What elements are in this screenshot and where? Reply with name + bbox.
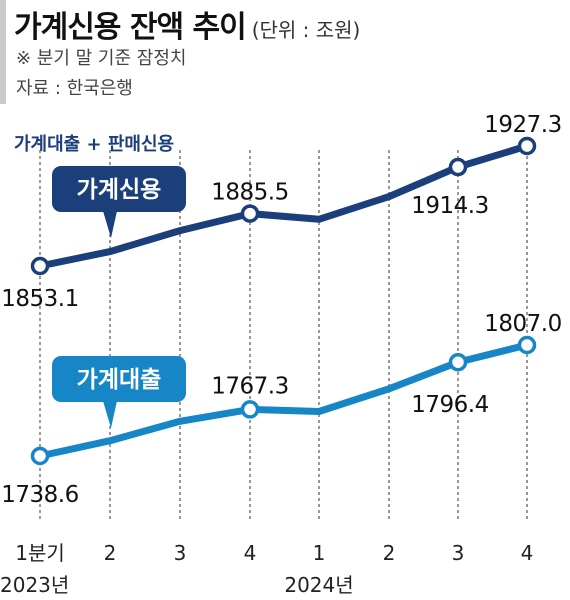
callout-pointer	[103, 211, 117, 238]
data-point-marker	[517, 335, 537, 355]
header-accent-bar	[0, 0, 6, 104]
data-label: 1767.3	[211, 373, 288, 399]
callout-pointer	[103, 401, 117, 428]
series-name-label: 가계대출	[77, 367, 162, 393]
series-name-callout	[52, 356, 186, 402]
source-text: 자료 : 한국은행	[16, 78, 133, 99]
x-tick-label: 2	[383, 541, 396, 565]
legend-caption: 가계대출 + 판매신용	[14, 134, 174, 155]
data-label: 1796.4	[411, 392, 488, 418]
data-point-marker	[30, 446, 50, 466]
data-point-marker	[448, 352, 468, 372]
data-label: 1885.5	[211, 180, 288, 206]
x-tick-label: 4	[244, 541, 257, 565]
data-label: 1914.3	[411, 193, 488, 219]
data-point-marker	[448, 157, 468, 177]
x-tick-label: 1	[313, 541, 326, 565]
x-tick-label: 4	[521, 541, 534, 565]
x-tick-label: 3	[452, 541, 465, 565]
series-line-loans	[36, 341, 531, 460]
series-name-callout	[52, 166, 186, 212]
data-point-marker	[30, 256, 50, 276]
data-point-marker	[240, 204, 260, 223]
year-label: 2024년	[284, 573, 353, 597]
unit-label: (단위 : 조원)	[251, 18, 361, 42]
data-label: 1927.3	[484, 112, 561, 138]
data-label: 1807.0	[484, 311, 561, 337]
data-point-marker	[517, 136, 537, 156]
year-label: 2023년	[0, 573, 69, 597]
data-point-marker	[240, 400, 260, 419]
series-line-credit	[36, 142, 531, 270]
data-label: 1853.1	[1, 286, 78, 312]
note-text: ※ 분기 말 기준 잠정치	[16, 48, 187, 69]
x-tick-label: 1분기	[15, 541, 65, 565]
x-tick-label: 3	[174, 541, 187, 565]
chart-title: 가계신용 잔액 추이	[14, 10, 247, 45]
data-label: 1738.6	[1, 482, 78, 508]
title-row: 가계신용 잔액 추이 (단위 : 조원)	[14, 2, 360, 46]
x-tick-label: 2	[104, 541, 117, 565]
series-name-label: 가계신용	[77, 177, 162, 203]
